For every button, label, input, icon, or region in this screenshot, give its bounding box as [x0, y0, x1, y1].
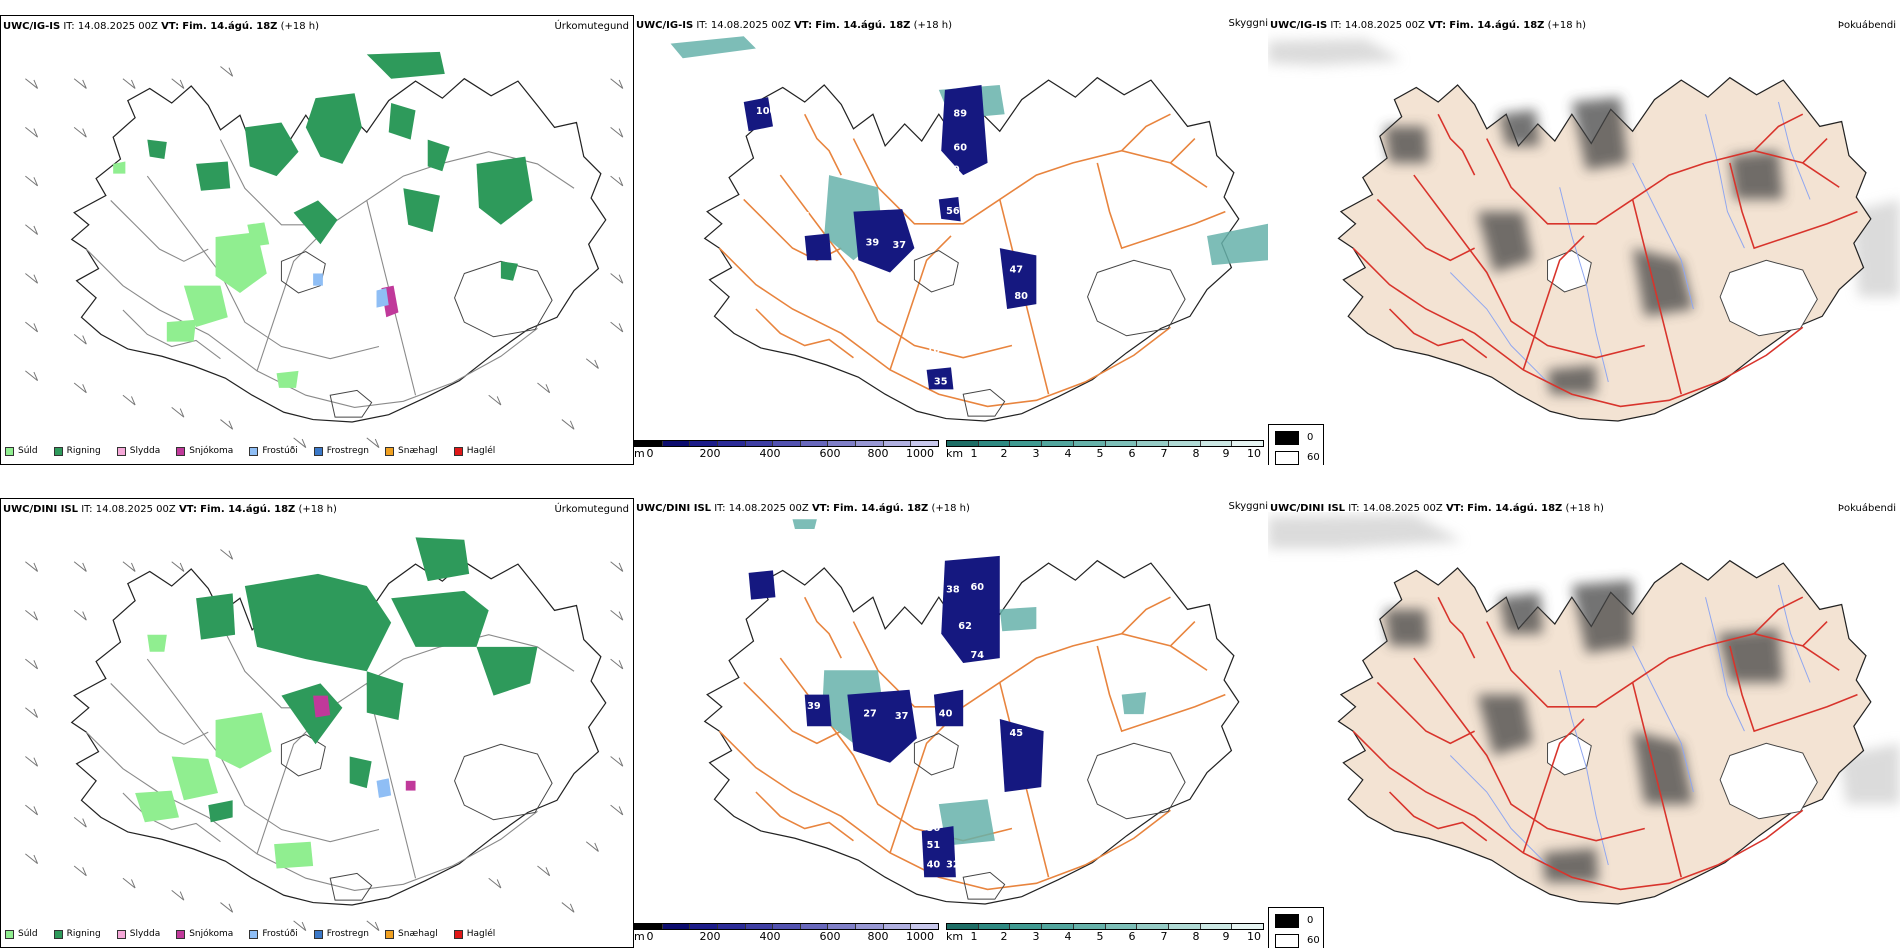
legend-item: Rigning	[53, 929, 101, 939]
svg-text:89: 89	[953, 109, 967, 120]
svg-text:33: 33	[971, 184, 985, 195]
fog-legend: 0 60	[1268, 907, 1324, 948]
svg-text:40: 40	[927, 859, 941, 870]
drizzle-areas	[113, 161, 299, 388]
vis-number-labels: 30 38 60 62 74 39 27 37 40 45 56 51 40 3…	[763, 560, 1023, 870]
fog-map	[1268, 514, 1900, 905]
svg-text:60: 60	[953, 143, 967, 154]
svg-text:80: 80	[1014, 291, 1028, 302]
panel-header: UWC/IG-IS IT: 14.08.2025 00Z VT: Fim. 14…	[636, 20, 953, 31]
legend-item: Frostúði	[249, 446, 298, 456]
svg-text:37: 37	[895, 711, 909, 722]
visibility-map: 30 38 60 62 74 39 27 37 40 45 56 51 40 3…	[704, 519, 1240, 905]
visibility-title: Skyggni	[1228, 501, 1268, 512]
panel-header: UWC/DINI ISL IT: 14.08.2025 00Z VT: Fim.…	[1270, 503, 1604, 514]
precip-legend: Súld Rigning Slydda Snjókoma Frostúði Fr…	[5, 440, 505, 462]
legend-item: Frostregn	[313, 929, 369, 939]
height-bar-swatches	[634, 440, 939, 447]
svg-text:47: 47	[1010, 264, 1024, 275]
legend-item: Rigning	[53, 446, 101, 456]
mountain-areas	[743, 85, 1037, 390]
legend-item: Frostregn	[313, 446, 369, 456]
legend-item: Snæhagl	[385, 929, 438, 939]
visibility-colorbar: km 1 2 3 4 5 6 7 8 9 10	[946, 923, 1264, 945]
visibility-panel-2: UWC/DINI ISL IT: 14.08.2025 00Z VT: Fim.…	[634, 498, 1268, 948]
legend-item: Frostúði	[249, 929, 298, 939]
legend-item: Haglél	[453, 446, 495, 456]
svg-text:30: 30	[763, 560, 777, 571]
svg-text:51: 51	[927, 840, 941, 851]
precip-type-panel: UWC/IG-IS IT: 14.08.2025 00Z VT: Fim. 14…	[0, 15, 634, 465]
visibility-colorbar: km 1 2 3 4 5 6 7 8 9 10	[946, 440, 1264, 462]
svg-text:74: 74	[971, 650, 985, 661]
svg-text:40: 40	[939, 709, 953, 720]
fog-density	[1384, 97, 1784, 395]
height-colorbar: m 0 200 400 600 800 1000	[634, 440, 939, 462]
svg-text:32: 32	[946, 859, 960, 870]
legend-item: Súld	[5, 929, 38, 939]
vis-bar-swatches	[946, 440, 1264, 447]
fog-title: Þokuábendi	[1837, 20, 1896, 31]
panel-header: UWC/IG-IS IT: 14.08.2025 00Z VT: Fim. 14…	[1270, 20, 1587, 31]
legend-item: Súld	[5, 446, 38, 456]
rain-areas	[196, 537, 538, 823]
panel-header: UWC/DINI ISL IT: 14.08.2025 00Z VT: Fim.…	[636, 503, 970, 514]
fog-title: Þokuábendi	[1837, 503, 1896, 514]
snow-areas	[313, 273, 399, 318]
fog-density	[1384, 580, 1784, 883]
svg-text:50: 50	[946, 165, 960, 176]
visibility-panel: UWC/IG-IS IT: 14.08.2025 00Z VT: Fim. 14…	[634, 15, 1268, 465]
svg-text:10: 10	[927, 345, 941, 356]
legend-item: Snjókoma	[176, 446, 233, 456]
fog-panel-2: UWC/DINI ISL IT: 14.08.2025 00Z VT: Fim.…	[1268, 498, 1900, 948]
svg-text:39: 39	[807, 701, 821, 712]
svg-text:27: 27	[863, 709, 877, 720]
mountain-areas	[748, 555, 1044, 878]
svg-text:60: 60	[971, 582, 985, 593]
drizzle-areas	[135, 634, 314, 869]
svg-text:38: 38	[946, 584, 960, 595]
svg-text:45: 45	[1010, 728, 1024, 739]
vis-bar-swatches	[946, 923, 1264, 930]
precip-type-title: Úrkomutegund	[554, 504, 629, 515]
precip-map	[24, 51, 624, 449]
precip-type-panel-2: UWC/DINI ISL IT: 14.08.2025 00Z VT: Fim.…	[0, 498, 634, 948]
svg-text:39: 39	[866, 238, 880, 249]
svg-text:37: 37	[892, 240, 906, 251]
legend-item: Slydda	[116, 446, 160, 456]
legend-item: Snæhagl	[385, 446, 438, 456]
legend-item: Slydda	[116, 929, 160, 939]
svg-text:62: 62	[958, 621, 972, 632]
legend-item: Snjókoma	[176, 929, 233, 939]
panel-header: UWC/DINI ISL IT: 14.08.2025 00Z VT: Fim.…	[3, 504, 337, 515]
precip-legend: Súld Rigning Slydda Snjókoma Frostúði Fr…	[5, 923, 505, 945]
precip-type-title: Úrkomutegund	[554, 21, 629, 32]
rain-areas	[147, 51, 533, 281]
svg-text:35: 35	[934, 376, 948, 387]
svg-text:01: 01	[797, 211, 811, 222]
fog-legend: 0 60	[1268, 424, 1324, 465]
vis-number-labels: 100 89 60 50 33 01 39 37 56 47 80 10 35	[756, 106, 1028, 387]
fog-panel: UWC/IG-IS IT: 14.08.2025 00Z VT: Fim. 14…	[1268, 15, 1900, 465]
legend-item: Haglél	[453, 929, 495, 939]
precip-map	[24, 537, 624, 932]
svg-text:56: 56	[927, 823, 941, 834]
visibility-title: Skyggni	[1228, 18, 1268, 29]
snow-areas	[313, 695, 416, 798]
height-colorbar: m 0 200 400 600 800 1000	[634, 923, 939, 945]
panel-header: UWC/IG-IS IT: 14.08.2025 00Z VT: Fim. 14…	[3, 21, 320, 32]
visibility-map: 100 89 60 50 33 01 39 37 56 47 80 10 35	[670, 36, 1268, 422]
height-bar-swatches	[634, 923, 939, 930]
fog-map	[1268, 38, 1900, 422]
svg-text:56: 56	[946, 206, 960, 217]
svg-text:100: 100	[756, 106, 777, 117]
